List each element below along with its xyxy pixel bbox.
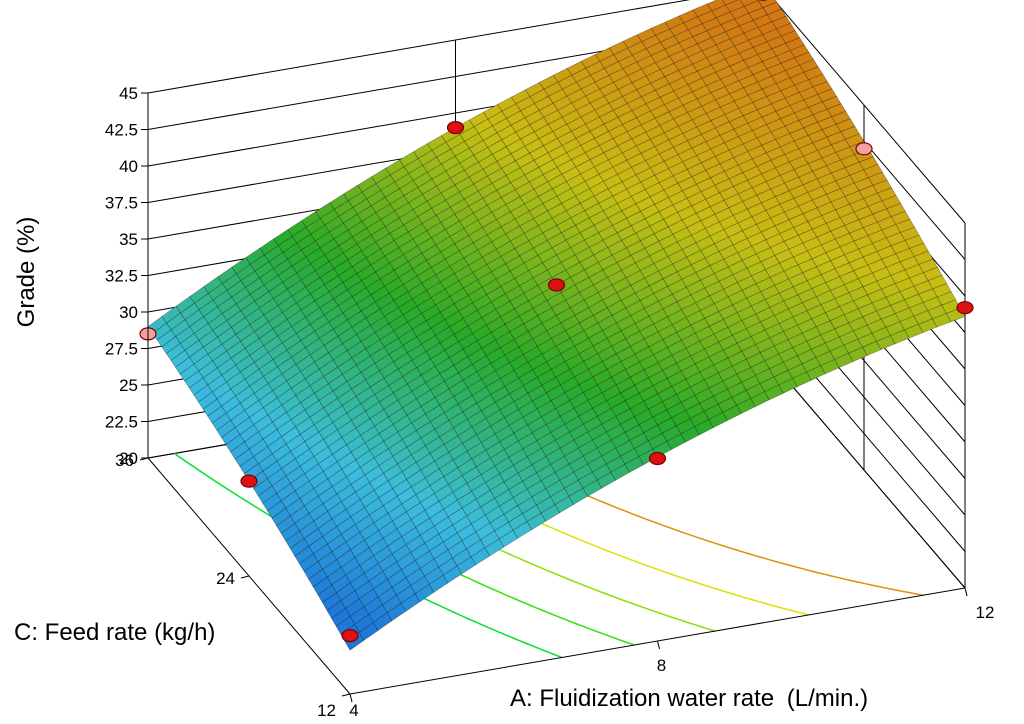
design-point <box>446 120 465 135</box>
z-axis-title: Grade (%) <box>13 217 40 328</box>
y-tick-label: 12 <box>317 701 336 720</box>
z-tick-label: 35 <box>119 230 138 249</box>
design-point <box>547 278 566 292</box>
x-axis-title-text: A: Fluidization water rate <box>510 685 774 712</box>
z-tick-label: 37.5 <box>105 194 138 213</box>
surface-cell <box>932 283 952 298</box>
y-tick-label: 24 <box>216 569 235 588</box>
design-point <box>648 451 667 466</box>
z-tick-label: 22.5 <box>105 413 138 432</box>
surface-cell <box>817 88 837 103</box>
surface-cell <box>913 250 934 265</box>
surface-cell <box>881 195 902 210</box>
surface-cell <box>840 125 860 140</box>
surface-cell <box>762 1 782 16</box>
z-tick-label: 30 <box>119 303 138 322</box>
surface-cell <box>936 291 957 306</box>
surface-cell <box>923 266 943 282</box>
surface-cell <box>900 226 920 241</box>
x-tick-label: 12 <box>976 603 995 622</box>
surface-cell <box>785 37 805 51</box>
x-tick-label: 8 <box>657 656 666 675</box>
surface-cell <box>812 81 833 95</box>
surface-cell <box>789 44 810 59</box>
x-tick-mark <box>657 640 660 650</box>
surface-cell <box>904 234 925 249</box>
surface-cell <box>895 218 915 233</box>
surface-cell <box>863 164 883 178</box>
y-tick-mark <box>341 693 351 697</box>
design-points <box>139 0 974 643</box>
surface-cell <box>867 171 888 186</box>
y-tick-mark <box>139 457 149 461</box>
z-tick-label: 25 <box>119 376 138 395</box>
surface-cell <box>808 73 828 88</box>
y-tick-mark <box>240 575 250 579</box>
surface-cell <box>757 0 778 9</box>
floor-right-edge <box>762 351 966 589</box>
z-tick-label: 42.5 <box>105 121 138 140</box>
design-point <box>956 301 974 315</box>
surface-cell <box>803 66 824 80</box>
x-tick-mark <box>964 587 968 597</box>
x-axis-title: A: Fluidization water rate (L/min.) <box>510 685 868 712</box>
z-tick-label: 27.5 <box>105 340 138 359</box>
surface-cell <box>794 51 814 66</box>
surface-cell <box>909 242 929 257</box>
response-surface <box>147 0 966 651</box>
x-axis-title-unit: (L/min.) <box>787 685 868 712</box>
z-tick-label: 20 <box>119 449 138 468</box>
surface-cell <box>918 258 938 273</box>
z-tick-label: 45 <box>119 84 138 103</box>
surface-cell <box>766 8 787 23</box>
surface-cell <box>835 118 856 133</box>
z-tick-label: 32.5 <box>105 267 138 286</box>
design-point <box>341 628 359 643</box>
axes <box>139 92 968 703</box>
z-tick-label: 40 <box>119 157 138 176</box>
design-point <box>855 142 873 156</box>
surface-cell <box>890 210 911 225</box>
surface-cell <box>886 203 906 217</box>
surface-cell <box>831 110 851 125</box>
surface-cell <box>706 0 727 12</box>
surface-cell <box>725 0 745 13</box>
surface-cell <box>872 179 892 194</box>
y-tick-label: 36 <box>115 451 134 470</box>
tick-labels: 20 22.5 25 27.5 30 32.5 35 37.5 40 42.5 45 4 8 12 12 24… <box>105 84 995 720</box>
surface-cell <box>771 15 791 30</box>
y-axis-title: C: Feed rate (kg/h) <box>14 619 215 646</box>
x-tick-mark <box>349 693 353 703</box>
surface-cell <box>858 156 879 171</box>
x-tick-label: 4 <box>349 701 358 720</box>
surface-cell <box>799 59 819 73</box>
design-point <box>240 474 258 488</box>
surface-cell <box>780 30 801 44</box>
surface-cell <box>822 95 842 110</box>
surface-cell <box>739 0 759 7</box>
